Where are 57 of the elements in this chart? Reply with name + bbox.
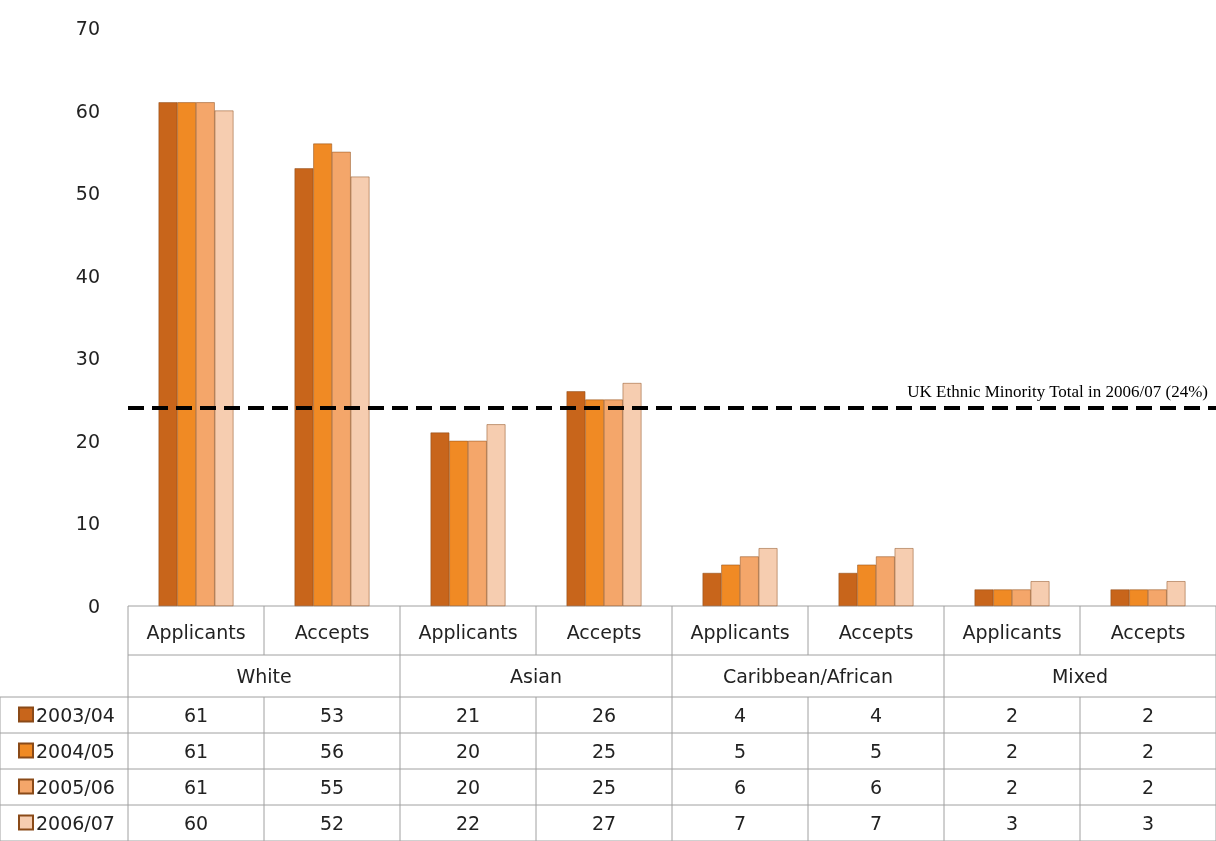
data-label: 5 bbox=[733, 740, 747, 762]
y-tick-label: 20 bbox=[75, 429, 100, 452]
data-label: 20 bbox=[455, 740, 481, 762]
data-label: 7 bbox=[733, 812, 747, 834]
data-label: 22 bbox=[455, 812, 481, 834]
data-label: 2 bbox=[1005, 740, 1019, 762]
data-label: 5 bbox=[869, 740, 883, 762]
data-label: 3 bbox=[1141, 812, 1155, 834]
data-label: 20 bbox=[455, 776, 481, 798]
data-label: 52 bbox=[319, 812, 345, 834]
data-label: 6 bbox=[869, 776, 883, 798]
data-label: 61 bbox=[183, 740, 209, 762]
data-label: 61 bbox=[183, 776, 209, 798]
x-tick-label: Accepts bbox=[1110, 620, 1186, 643]
y-tick-label: 0 bbox=[87, 595, 100, 617]
data-label: 53 bbox=[319, 704, 345, 726]
y-tick-label: 40 bbox=[75, 264, 100, 287]
data-label: 7 bbox=[869, 812, 883, 834]
text: Mixed bbox=[1051, 665, 1109, 687]
x-tick-label: Accepts bbox=[566, 620, 642, 643]
data-label: 2 bbox=[1005, 776, 1019, 798]
y-tick-label: 30 bbox=[75, 347, 100, 370]
data-label: 2 bbox=[1005, 704, 1019, 726]
legend-label: 2003/04 bbox=[36, 703, 115, 726]
data-label: 25 bbox=[591, 740, 617, 762]
data-label: 2 bbox=[1141, 740, 1155, 762]
data-label: 2 bbox=[1141, 704, 1155, 726]
data-label: 55 bbox=[319, 776, 345, 798]
data-label: 4 bbox=[869, 704, 883, 726]
x-tick-label: Accepts bbox=[294, 620, 370, 643]
ref-line-label: UK Ethnic Minority Total in 2006/07 (24%) bbox=[907, 381, 1208, 401]
y-tick-label: 10 bbox=[75, 512, 100, 535]
x-tick-label: Applicants bbox=[690, 620, 790, 643]
y-tick-label: 60 bbox=[75, 99, 100, 122]
data-label: 61 bbox=[183, 704, 209, 726]
y-tick-label: 70 bbox=[75, 17, 100, 39]
data-label: 6 bbox=[733, 776, 747, 798]
legend-label: 2004/05 bbox=[36, 739, 115, 762]
data-label: 21 bbox=[455, 704, 481, 726]
x-tick-label: Accepts bbox=[838, 620, 914, 643]
x-tick-label: Applicants bbox=[418, 620, 518, 643]
text: Asian bbox=[510, 665, 562, 687]
x-tick-label: Applicants bbox=[146, 620, 246, 643]
text: White bbox=[236, 665, 292, 687]
x-tick-label: Applicants bbox=[962, 620, 1062, 643]
legend-label: 2006/07 bbox=[36, 811, 115, 834]
data-label: 2 bbox=[1141, 776, 1155, 798]
data-label: 25 bbox=[591, 776, 617, 798]
data-label: 4 bbox=[733, 704, 747, 726]
data-label: 27 bbox=[591, 812, 617, 834]
data-label: 26 bbox=[591, 704, 617, 726]
legend-label: 2005/06 bbox=[36, 775, 115, 798]
y-tick-label: 50 bbox=[75, 182, 100, 205]
data-label: 56 bbox=[319, 740, 345, 762]
text: Caribbean/African bbox=[722, 665, 894, 687]
data-label: 60 bbox=[183, 812, 209, 834]
data-label: 3 bbox=[1005, 812, 1019, 834]
